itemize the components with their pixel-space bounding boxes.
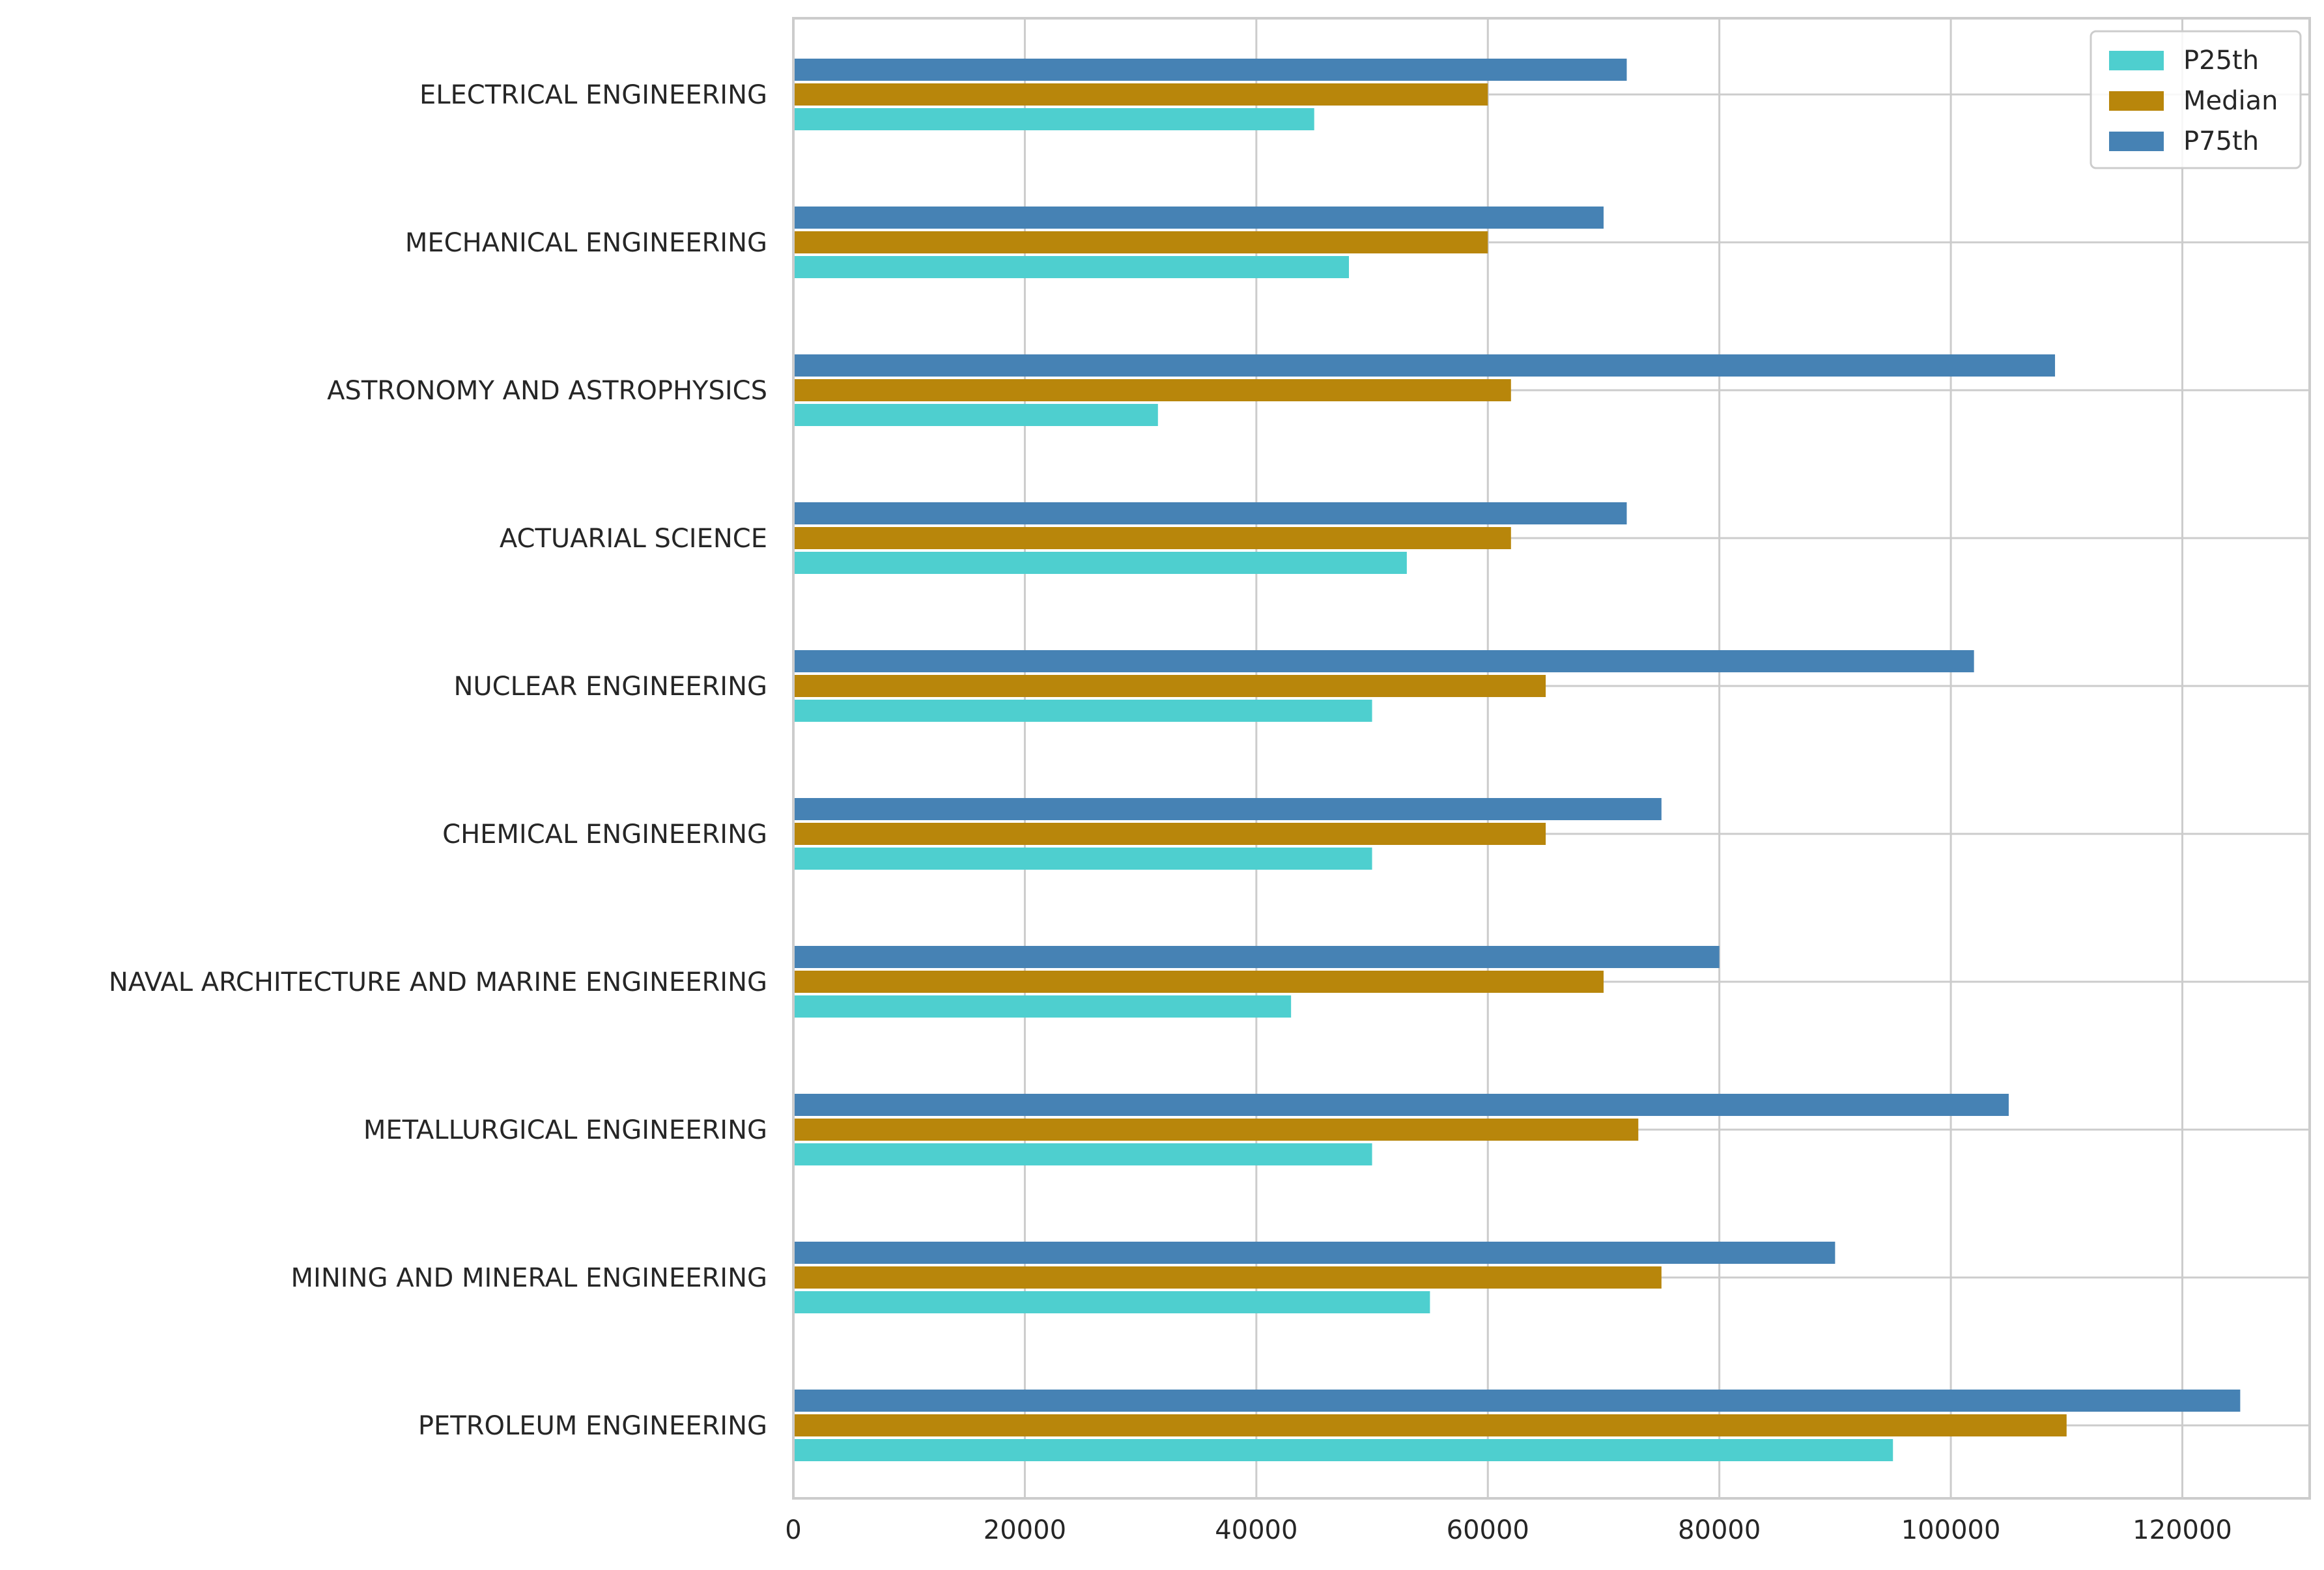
bar-p75th-8	[793, 207, 1604, 229]
x-tick-label: 20000	[984, 1515, 1066, 1545]
bar-p25th-2	[793, 1143, 1372, 1165]
category-label: CHEMICAL ENGINEERING	[442, 820, 767, 849]
bar-p75th-6	[793, 502, 1627, 524]
category-label: NUCLEAR ENGINEERING	[453, 672, 767, 702]
bar-median-8	[793, 231, 1488, 253]
category-label: NAVAL ARCHITECTURE AND MARINE ENGINEERIN…	[109, 967, 767, 997]
bar-median-3	[793, 971, 1604, 993]
legend-label-p75th: P75th	[2183, 126, 2259, 156]
bar-p25th-9	[793, 108, 1314, 130]
bar-p25th-8	[793, 256, 1350, 278]
bar-median-2	[793, 1119, 1639, 1141]
bar-p75th-4	[793, 798, 1662, 820]
bar-p25th-5	[793, 700, 1372, 722]
x-tick-label: 80000	[1678, 1515, 1761, 1545]
bar-median-9	[793, 83, 1488, 106]
category-label: PETROLEUM ENGINEERING	[418, 1411, 767, 1441]
legend-swatch-p25th	[2109, 51, 2164, 70]
bar-median-4	[793, 823, 1546, 845]
bar-median-0	[793, 1414, 2067, 1436]
bar-p75th-9	[793, 59, 1627, 81]
bar-p75th-5	[793, 650, 1974, 672]
y-axis-category-labels: PETROLEUM ENGINEERING MINING AND MINERAL …	[109, 80, 767, 1441]
bar-median-6	[793, 527, 1511, 549]
category-label: ASTRONOMY AND ASTROPHYSICS	[327, 376, 767, 406]
x-tick-label: 120000	[2133, 1515, 2232, 1545]
x-tick-label: 100000	[1901, 1515, 2001, 1545]
x-tick-label: 40000	[1215, 1515, 1297, 1545]
bar-median-7	[793, 379, 1511, 401]
category-label: ACTUARIAL SCIENCE	[500, 524, 767, 554]
bar-p25th-3	[793, 995, 1292, 1018]
bar-p25th-1	[793, 1291, 1430, 1313]
x-axis-ticks: 0 20000 40000 60000 80000 100000 120000	[785, 1515, 2232, 1545]
bar-p75th-0	[793, 1390, 2241, 1412]
legend-swatch-p75th	[2109, 132, 2164, 151]
bar-p25th-7	[793, 404, 1158, 426]
bar-median-1	[793, 1266, 1662, 1289]
plot-frame	[792, 17, 2311, 1500]
category-label: ELECTRICAL ENGINEERING	[419, 80, 767, 110]
legend-swatch-median	[2109, 91, 2164, 111]
bar-p25th-4	[793, 848, 1372, 870]
bar-p25th-6	[793, 552, 1407, 574]
category-label: MECHANICAL ENGINEERING	[405, 228, 767, 258]
bar-p75th-1	[793, 1242, 1835, 1264]
bar-median-5	[793, 675, 1546, 697]
bar-p75th-3	[793, 946, 1720, 968]
bars	[793, 59, 2241, 1461]
x-tick-label: 0	[785, 1515, 801, 1545]
legend-label-p25th: P25th	[2183, 46, 2259, 76]
bar-p25th-0	[793, 1439, 1893, 1461]
bar-p75th-7	[793, 354, 2056, 377]
legend: P25th Median P75th	[2090, 30, 2302, 169]
category-label: METALLURGICAL ENGINEERING	[363, 1115, 767, 1145]
x-tick-label: 60000	[1447, 1515, 1529, 1545]
bar-p75th-2	[793, 1094, 2009, 1116]
legend-label-median: Median	[2183, 86, 2278, 116]
category-label: MINING AND MINERAL ENGINEERING	[291, 1263, 767, 1293]
